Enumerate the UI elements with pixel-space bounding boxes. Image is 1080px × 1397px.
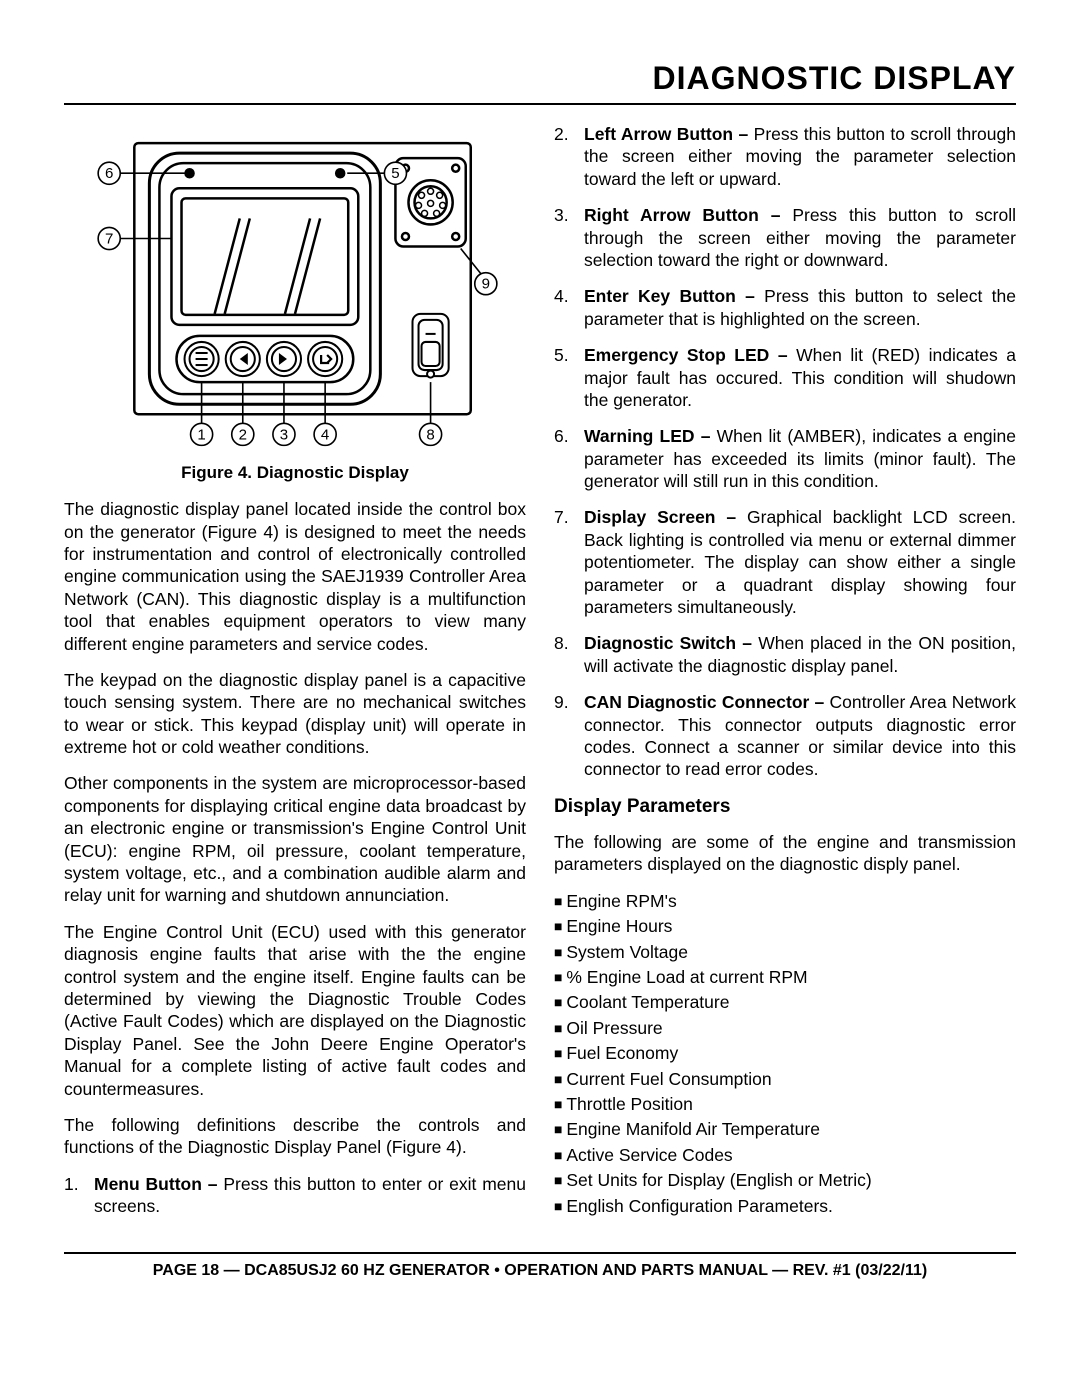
def-term: Display Screen –: [584, 507, 747, 527]
def-item-3: 3.Right Arrow Button – Press this button…: [554, 204, 1016, 271]
callout-4: 4: [321, 426, 329, 443]
column-right: 2.Left Arrow Button – Press this button …: [554, 123, 1016, 1232]
rule-top: [64, 103, 1016, 105]
def-term: Left Arrow Button –: [584, 124, 754, 144]
def-num: 6.: [554, 425, 584, 492]
bullet-item: Engine Manifold Air Temperature: [554, 1118, 1016, 1140]
para-display-parameters: The following are some of the engine and…: [554, 831, 1016, 876]
bullet-item: System Voltage: [554, 941, 1016, 963]
page-title: DIAGNOSTIC DISPLAY: [64, 60, 1016, 97]
figure-caption: Figure 4. Diagnostic Display: [64, 462, 526, 484]
bullet-item: Active Service Codes: [554, 1144, 1016, 1166]
def-item-9: 9.CAN Diagnostic Connector – Controller …: [554, 691, 1016, 781]
callout-3: 3: [280, 426, 288, 443]
def-body: Warning LED – When lit (AMBER), indicate…: [584, 425, 1016, 492]
callout-6: 6: [105, 165, 113, 182]
para-intro-2: The keypad on the diagnostic display pan…: [64, 669, 526, 759]
def-term: Menu Button –: [94, 1174, 223, 1194]
parameter-bullet-list: Engine RPM's Engine Hours System Voltage % …: [554, 890, 1016, 1217]
bullet-item: Fuel Economy: [554, 1042, 1016, 1064]
def-item-8: 8.Diagnostic Switch – When placed in the…: [554, 632, 1016, 677]
callout-8: 8: [426, 426, 434, 443]
def-item-4: 4.Enter Key Button – Press this button t…: [554, 285, 1016, 330]
column-left: 6 7 5 9 1 2 3 4 8 Figure 4. Diagnostic D…: [64, 123, 526, 1232]
def-body: Emergency Stop LED – When lit (RED) indi…: [584, 344, 1016, 411]
bullet-item: Set Units for Display (English or Metric…: [554, 1169, 1016, 1191]
def-body: Right Arrow Button – Press this button t…: [584, 204, 1016, 271]
def-body: Menu Button – Press this button to enter…: [94, 1173, 526, 1218]
bullet-item: Current Fuel Consumption: [554, 1068, 1016, 1090]
def-term: Right Arrow Button –: [584, 205, 792, 225]
def-num: 8.: [554, 632, 584, 677]
def-num: 4.: [554, 285, 584, 330]
def-item-1: 1. Menu Button – Press this button to en…: [64, 1173, 526, 1218]
figure-diagnostic-display: 6 7 5 9 1 2 3 4 8: [64, 123, 526, 454]
def-term: Emergency Stop LED –: [584, 345, 796, 365]
rule-bottom: [64, 1252, 1016, 1254]
callout-2: 2: [239, 426, 247, 443]
def-num: 5.: [554, 344, 584, 411]
callout-9: 9: [482, 276, 490, 293]
diagram-svg: 6 7 5 9 1 2 3 4 8: [64, 123, 526, 454]
def-item-7: 7.Display Screen – Graphical backlight L…: [554, 506, 1016, 618]
para-intro-4: The Engine Control Unit (ECU) used with …: [64, 921, 526, 1100]
bullet-item: % Engine Load at current RPM: [554, 966, 1016, 988]
def-body: Left Arrow Button – Press this button to…: [584, 123, 1016, 190]
bullet-item: Coolant Temperature: [554, 991, 1016, 1013]
bullet-item: Engine Hours: [554, 915, 1016, 937]
definition-list-right: 2.Left Arrow Button – Press this button …: [554, 123, 1016, 781]
def-num: 1.: [64, 1173, 94, 1218]
def-body: CAN Diagnostic Connector – Controller Ar…: [584, 691, 1016, 781]
callout-7: 7: [105, 231, 113, 248]
def-item-5: 5.Emergency Stop LED – When lit (RED) in…: [554, 344, 1016, 411]
para-intro-3: Other components in the system are micro…: [64, 772, 526, 906]
def-term: Diagnostic Switch –: [584, 633, 758, 653]
page: DIAGNOSTIC DISPLAY: [0, 0, 1080, 1320]
def-body: Display Screen – Graphical backlight LCD…: [584, 506, 1016, 618]
def-term: Warning LED –: [584, 426, 717, 446]
bullet-item: Throttle Position: [554, 1093, 1016, 1115]
bullet-item: Engine RPM's: [554, 890, 1016, 912]
def-term: Enter Key Button –: [584, 286, 764, 306]
subhead-display-parameters: Display Parameters: [554, 795, 1016, 819]
bullet-item: Oil Pressure: [554, 1017, 1016, 1039]
def-item-2: 2.Left Arrow Button – Press this button …: [554, 123, 1016, 190]
def-num: 2.: [554, 123, 584, 190]
def-body: Enter Key Button – Press this button to …: [584, 285, 1016, 330]
bullet-item: English Configuration Parameters.: [554, 1195, 1016, 1217]
content-columns: 6 7 5 9 1 2 3 4 8 Figure 4. Diagnostic D…: [64, 123, 1016, 1232]
def-item-6: 6.Warning LED – When lit (AMBER), indica…: [554, 425, 1016, 492]
def-term: CAN Diagnostic Connector –: [584, 692, 830, 712]
definition-list-left: 1. Menu Button – Press this button to en…: [64, 1173, 526, 1218]
page-footer: PAGE 18 — DCA85USJ2 60 HZ GENERATOR • OP…: [64, 1262, 1016, 1280]
def-body: Diagnostic Switch – When placed in the O…: [584, 632, 1016, 677]
def-num: 9.: [554, 691, 584, 781]
def-num: 3.: [554, 204, 584, 271]
def-num: 7.: [554, 506, 584, 618]
para-intro-1: The diagnostic display panel located ins…: [64, 498, 526, 655]
callout-5: 5: [391, 165, 399, 182]
para-intro-5: The following definitions describe the c…: [64, 1114, 526, 1159]
callout-1: 1: [197, 426, 205, 443]
